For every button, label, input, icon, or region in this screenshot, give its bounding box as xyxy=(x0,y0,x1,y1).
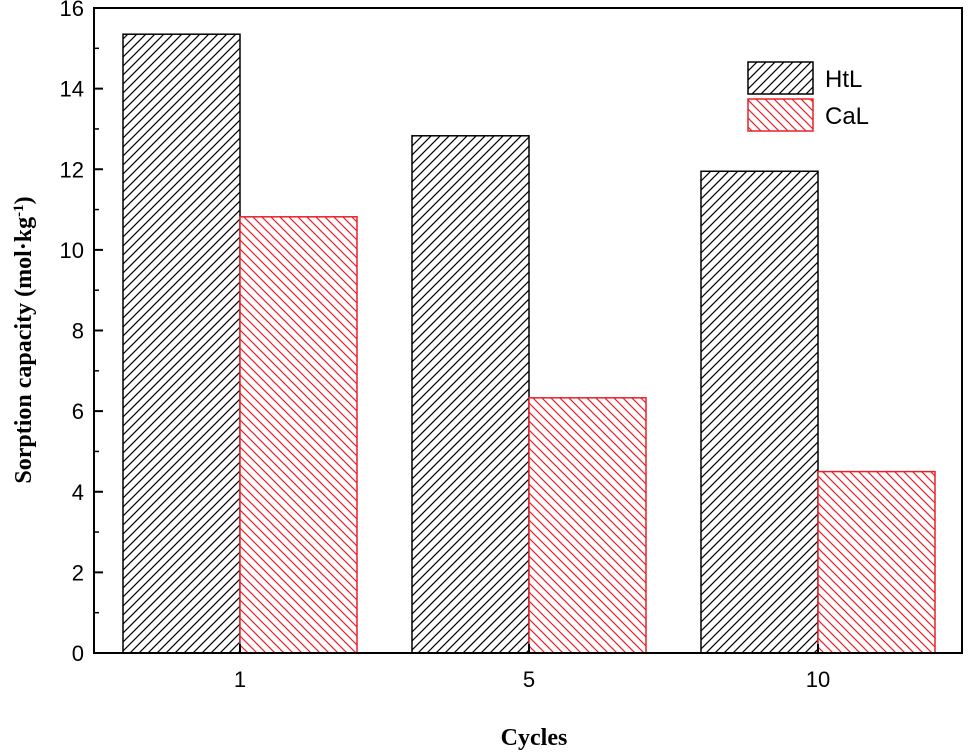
x-axis-title: Cycles xyxy=(501,725,568,751)
y-tick-label: 14 xyxy=(60,77,84,102)
bars-layer xyxy=(122,33,936,654)
legend-swatch-cal xyxy=(747,98,814,132)
bar-cal-cycle-1 xyxy=(239,216,358,654)
y-axis-title: Sorption capacity (mol·kg-1) xyxy=(11,196,37,483)
y-tick-label: 6 xyxy=(72,399,84,424)
bar-htl-cycle-5 xyxy=(411,135,530,654)
bar-htl-cycle-10 xyxy=(700,170,819,654)
y-axis-title-main: Sorption capacity (mol·kg xyxy=(11,217,37,484)
y-tick-label: 10 xyxy=(60,238,84,263)
y-axis-title-superscript: -1 xyxy=(11,204,27,217)
legend-label-cal: CaL xyxy=(825,103,869,130)
x-tick-label: 10 xyxy=(806,667,830,692)
legend: HtL CaL xyxy=(747,61,869,132)
bar-cal-cycle-10 xyxy=(817,470,936,654)
legend-label-htl: HtL xyxy=(825,66,862,93)
y-tick-label: 0 xyxy=(72,641,84,666)
y-tick-label: 2 xyxy=(72,560,84,585)
y-tick-label: 4 xyxy=(72,480,84,505)
x-tick-label: 5 xyxy=(523,667,535,692)
y-axis-title-suffix: ) xyxy=(11,196,37,204)
x-tick-label: 1 xyxy=(234,667,246,692)
y-tick-label: 8 xyxy=(72,319,84,344)
bar-htl-cycle-1 xyxy=(122,33,241,654)
legend-swatch-htl xyxy=(747,61,814,95)
y-tick-label: 16 xyxy=(60,0,84,21)
ticks-layer: 0 2 4 6 8 10 12 14 16 1 5 10 xyxy=(60,0,831,692)
y-tick-label: 12 xyxy=(60,157,84,182)
bar-cal-cycle-5 xyxy=(528,397,647,654)
